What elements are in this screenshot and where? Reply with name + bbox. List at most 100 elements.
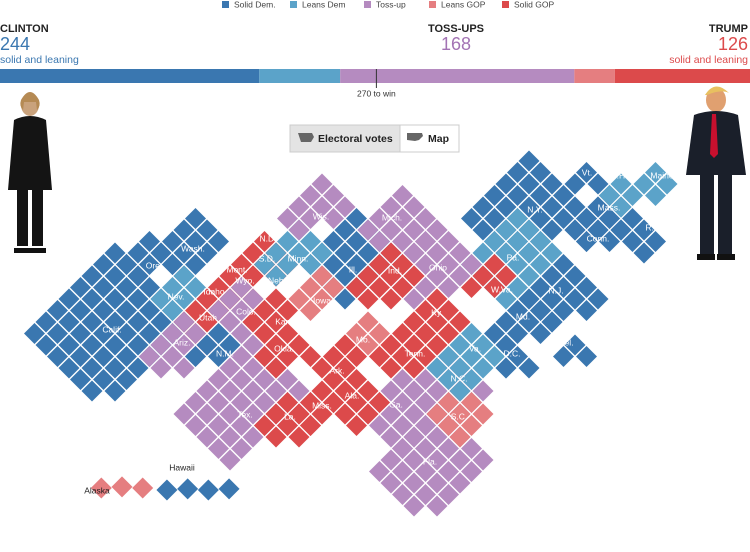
- toggle: Electoral votes Map: [289, 124, 460, 153]
- tile: [553, 254, 574, 275]
- tile: [357, 265, 379, 287]
- tile: [610, 219, 632, 241]
- tile: [104, 288, 126, 310]
- tile: [357, 311, 379, 333]
- state-label: Ill.: [349, 264, 358, 274]
- state-label: Vt.: [582, 167, 592, 177]
- tile: [380, 196, 402, 218]
- tile: [392, 323, 413, 344]
- tile: [185, 415, 206, 436]
- tile: [587, 196, 609, 218]
- toggle-label[interactable]: Electoral votes: [318, 133, 393, 145]
- tile: [208, 369, 229, 390]
- tile: [196, 311, 218, 333]
- tile: [196, 426, 218, 448]
- legend-swatch: [290, 1, 297, 8]
- tile: [507, 346, 528, 367]
- tile: [484, 185, 505, 206]
- tile: [265, 265, 287, 287]
- state-label: Miss.: [312, 400, 332, 410]
- tile: [495, 357, 517, 379]
- tile: [461, 323, 482, 344]
- tile: [104, 265, 126, 287]
- tile: [403, 288, 425, 310]
- tile: [426, 380, 448, 402]
- tile: [35, 334, 57, 356]
- tile: [162, 277, 183, 298]
- tile: [610, 173, 632, 195]
- tile: [392, 346, 413, 367]
- state-label: Ga.: [389, 399, 403, 409]
- state-label: N.C.: [451, 373, 468, 383]
- tile: [277, 300, 298, 321]
- tile: [139, 277, 160, 298]
- tile: [369, 277, 390, 298]
- tile: [346, 254, 367, 275]
- tile: [150, 242, 172, 264]
- tile: [254, 392, 275, 413]
- tile: [254, 254, 275, 275]
- tile: [484, 346, 505, 367]
- tile: [300, 185, 321, 206]
- tile: [369, 415, 390, 436]
- tile: [392, 185, 413, 206]
- tile: [541, 265, 563, 287]
- tile: [277, 231, 298, 252]
- state-label: Ind.: [388, 265, 402, 275]
- tile: [185, 208, 206, 229]
- tile: [311, 173, 333, 195]
- tile: [380, 357, 402, 379]
- tile: [219, 403, 241, 425]
- tile: [139, 323, 160, 344]
- tile: [323, 254, 344, 275]
- tile: [507, 277, 528, 298]
- toggle-label[interactable]: Map: [428, 133, 449, 145]
- tile: [277, 392, 298, 413]
- tile: [197, 479, 219, 501]
- center-total: 168: [441, 34, 471, 54]
- tile: [81, 288, 103, 310]
- tile: [541, 242, 563, 264]
- tile: [300, 300, 321, 321]
- tile: [116, 323, 137, 344]
- tile: [265, 357, 287, 379]
- tile: [127, 357, 149, 379]
- tile: [58, 334, 80, 356]
- tile: [426, 219, 448, 241]
- tile: [553, 346, 574, 367]
- tile: [553, 185, 574, 206]
- tile: [208, 300, 229, 321]
- tile: [426, 242, 448, 264]
- tile: [173, 219, 195, 241]
- tile: [346, 415, 367, 436]
- tile: [242, 242, 264, 264]
- tile: [70, 323, 91, 344]
- tile: [150, 334, 172, 356]
- tile: [495, 219, 517, 241]
- state-label: Ohio: [429, 262, 447, 272]
- tile: [426, 288, 448, 310]
- legend-label: Solid GOP: [514, 0, 554, 9]
- tile: [530, 162, 551, 183]
- right-total: 126: [718, 34, 748, 54]
- tile: [116, 346, 137, 367]
- tile: [127, 311, 149, 333]
- tile: [334, 357, 356, 379]
- tile: [162, 254, 183, 275]
- tile: [403, 196, 425, 218]
- tile: [415, 323, 436, 344]
- tile: [530, 277, 551, 298]
- tile: [265, 288, 287, 310]
- tile: [461, 438, 482, 459]
- tile: [403, 380, 425, 402]
- tile: [254, 323, 275, 344]
- tile: [576, 162, 597, 183]
- tile: [242, 311, 264, 333]
- toggle-button[interactable]: [399, 124, 460, 153]
- tile: [185, 323, 206, 344]
- tile: [426, 472, 448, 494]
- tile: [484, 277, 505, 298]
- candidate-right: [686, 86, 746, 260]
- tile: [47, 346, 68, 367]
- tile: [369, 208, 390, 229]
